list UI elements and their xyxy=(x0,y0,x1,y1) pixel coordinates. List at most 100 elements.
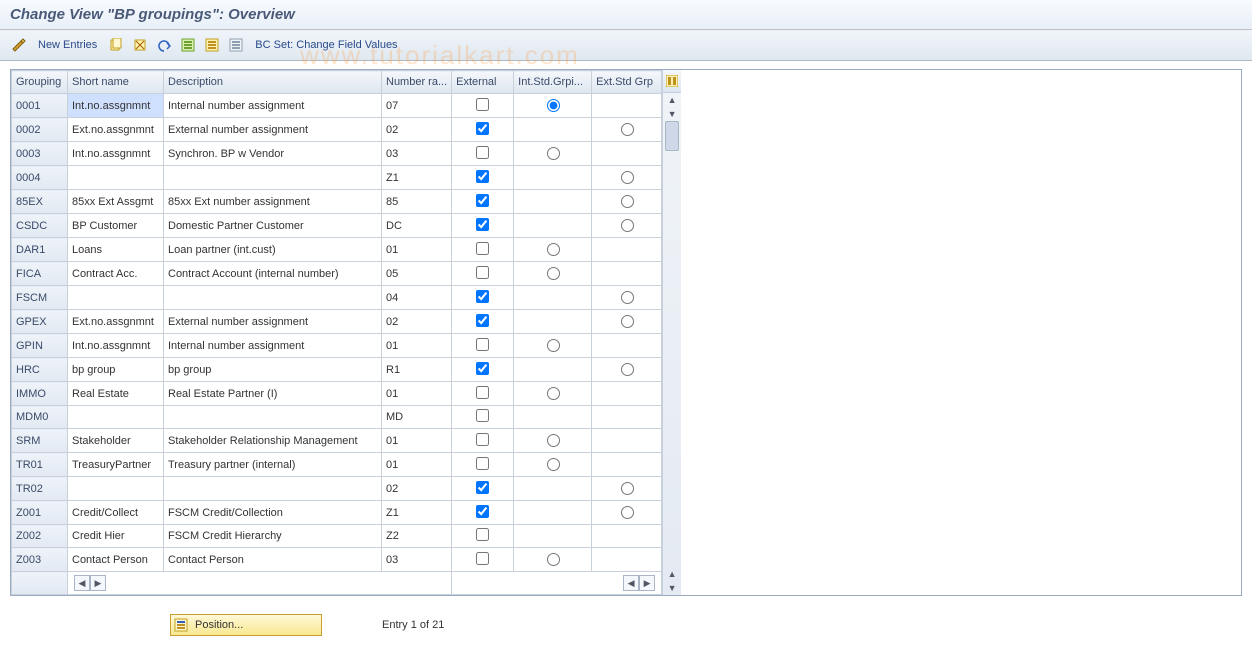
external-checkbox[interactable] xyxy=(476,338,489,351)
vertical-scrollbar[interactable]: ▲ ▼ ▲ ▼ xyxy=(662,70,681,595)
external-checkbox[interactable] xyxy=(476,242,489,255)
cell-description[interactable]: bp group xyxy=(164,358,382,382)
cell-description[interactable]: Internal number assignment xyxy=(164,94,382,118)
external-checkbox[interactable] xyxy=(476,146,489,159)
external-checkbox[interactable] xyxy=(476,266,489,279)
int-std-radio[interactable] xyxy=(547,243,560,256)
cell-short-name[interactable]: Int.no.assgnmnt xyxy=(68,334,164,358)
hscroll-left-btn[interactable]: ◀ xyxy=(74,575,90,591)
external-checkbox[interactable] xyxy=(476,386,489,399)
external-checkbox[interactable] xyxy=(476,122,489,135)
cell-short-name[interactable]: 85xx Ext Assgmt xyxy=(68,190,164,214)
cell-short-name[interactable] xyxy=(68,166,164,190)
cell-grouping[interactable]: GPIN xyxy=(12,334,68,358)
cell-grouping[interactable]: 85EX xyxy=(12,190,68,214)
ext-std-radio[interactable] xyxy=(621,363,634,376)
scroll-down-icon[interactable]: ▼ xyxy=(663,107,681,121)
cell-description[interactable] xyxy=(164,286,382,310)
scroll-up-icon[interactable]: ▲ xyxy=(663,93,681,107)
toggle-edit-icon[interactable] xyxy=(10,36,28,54)
cell-grouping[interactable]: TR01 xyxy=(12,453,68,477)
delete-icon[interactable] xyxy=(131,36,149,54)
cell-grouping[interactable]: MDM0 xyxy=(12,406,68,429)
cell-grouping[interactable]: FSCM xyxy=(12,286,68,310)
external-checkbox[interactable] xyxy=(476,481,489,494)
cell-short-name[interactable]: Stakeholder xyxy=(68,429,164,453)
cell-short-name[interactable]: Contract Acc. xyxy=(68,262,164,286)
ext-std-radio[interactable] xyxy=(621,171,634,184)
cell-number-range[interactable]: 03 xyxy=(382,548,452,572)
cell-grouping[interactable]: CSDC xyxy=(12,214,68,238)
int-std-radio[interactable] xyxy=(547,458,560,471)
cell-number-range[interactable]: R1 xyxy=(382,358,452,382)
cell-short-name[interactable]: Int.no.assgnmnt xyxy=(68,142,164,166)
external-checkbox[interactable] xyxy=(476,98,489,111)
cell-number-range[interactable]: 03 xyxy=(382,142,452,166)
cell-short-name[interactable]: BP Customer xyxy=(68,214,164,238)
external-checkbox[interactable] xyxy=(476,409,489,422)
int-std-radio[interactable] xyxy=(547,267,560,280)
external-checkbox[interactable] xyxy=(476,314,489,327)
int-std-radio[interactable] xyxy=(547,339,560,352)
cell-number-range[interactable]: DC xyxy=(382,214,452,238)
cell-description[interactable]: Loan partner (int.cust) xyxy=(164,238,382,262)
ext-std-radio[interactable] xyxy=(621,315,634,328)
ext-std-radio[interactable] xyxy=(621,219,634,232)
deselect-all-icon[interactable] xyxy=(227,36,245,54)
hscroll-right-btn[interactable]: ▶ xyxy=(90,575,106,591)
external-checkbox[interactable] xyxy=(476,194,489,207)
int-std-radio[interactable] xyxy=(547,147,560,160)
undo-icon[interactable] xyxy=(155,36,173,54)
scroll-thumb[interactable] xyxy=(665,121,679,151)
cell-number-range[interactable]: 04 xyxy=(382,286,452,310)
cell-description[interactable]: Real Estate Partner (I) xyxy=(164,382,382,406)
cell-description[interactable] xyxy=(164,406,382,429)
ext-std-radio[interactable] xyxy=(621,195,634,208)
cell-short-name[interactable]: Contact Person xyxy=(68,548,164,572)
cell-grouping[interactable]: 0001 xyxy=(12,94,68,118)
scroll-up2-icon[interactable]: ▲ xyxy=(663,567,681,581)
cell-number-range[interactable]: 05 xyxy=(382,262,452,286)
cell-grouping[interactable]: FICA xyxy=(12,262,68,286)
cell-description[interactable]: External number assignment xyxy=(164,310,382,334)
scroll-down2-icon[interactable]: ▼ xyxy=(663,581,681,595)
cell-grouping[interactable]: GPEX xyxy=(12,310,68,334)
cell-description[interactable]: Contact Person xyxy=(164,548,382,572)
cell-description[interactable]: FSCM Credit Hierarchy xyxy=(164,525,382,548)
cell-description[interactable] xyxy=(164,477,382,501)
cell-short-name[interactable]: bp group xyxy=(68,358,164,382)
cell-description[interactable]: Contract Account (internal number) xyxy=(164,262,382,286)
cell-grouping[interactable]: TR02 xyxy=(12,477,68,501)
select-block-icon[interactable] xyxy=(203,36,221,54)
cell-grouping[interactable]: SRM xyxy=(12,429,68,453)
position-button[interactable]: Position... xyxy=(170,614,322,636)
col-header-int_std_grp[interactable]: Int.Std.Grpi... xyxy=(514,71,592,94)
cell-number-range[interactable]: Z2 xyxy=(382,525,452,548)
cell-short-name[interactable] xyxy=(68,286,164,310)
cell-description[interactable]: Treasury partner (internal) xyxy=(164,453,382,477)
cell-description[interactable]: External number assignment xyxy=(164,118,382,142)
col-header-description[interactable]: Description xyxy=(164,71,382,94)
cell-grouping[interactable]: Z001 xyxy=(12,501,68,525)
cell-number-range[interactable]: 01 xyxy=(382,429,452,453)
hscroll-right-btn2[interactable]: ▶ xyxy=(639,575,655,591)
cell-short-name[interactable]: Credit/Collect xyxy=(68,501,164,525)
cell-short-name[interactable]: TreasuryPartner xyxy=(68,453,164,477)
external-checkbox[interactable] xyxy=(476,218,489,231)
select-all-icon[interactable] xyxy=(179,36,197,54)
cell-number-range[interactable]: 02 xyxy=(382,118,452,142)
cell-grouping[interactable]: DAR1 xyxy=(12,238,68,262)
cell-number-range[interactable]: 01 xyxy=(382,334,452,358)
select-columns-icon[interactable] xyxy=(663,70,681,93)
new-entries-button[interactable]: New Entries xyxy=(34,39,101,51)
cell-grouping[interactable]: 0004 xyxy=(12,166,68,190)
external-checkbox[interactable] xyxy=(476,528,489,541)
external-checkbox[interactable] xyxy=(476,362,489,375)
external-checkbox[interactable] xyxy=(476,552,489,565)
cell-number-range[interactable]: 07 xyxy=(382,94,452,118)
cell-grouping[interactable]: 0003 xyxy=(12,142,68,166)
cell-short-name[interactable]: Loans xyxy=(68,238,164,262)
copy-icon[interactable] xyxy=(107,36,125,54)
col-header-external[interactable]: External xyxy=(452,71,514,94)
cell-short-name[interactable]: Int.no.assgnmnt xyxy=(68,94,164,118)
